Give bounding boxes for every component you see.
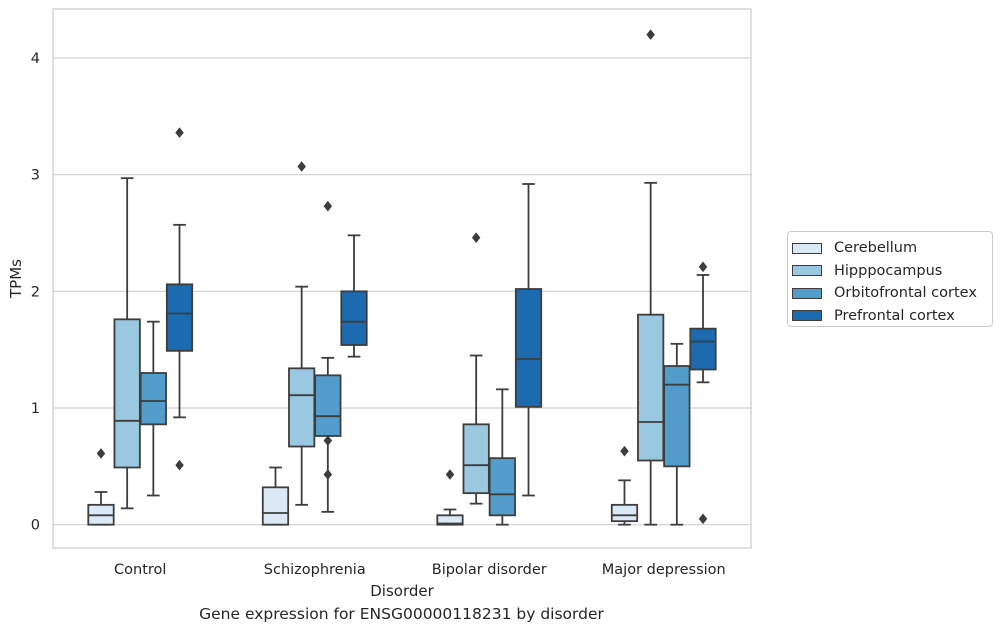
legend: Cerebellum Hipppocampus Orbitofrontal cort… <box>787 231 993 327</box>
box-group <box>288 161 316 506</box>
box-iqr <box>663 365 691 468</box>
y-tick-label: 2 <box>31 284 40 300</box>
legend-swatch <box>792 310 822 322</box>
x-tick-label: Major depression <box>602 562 726 578</box>
legend-label: Orbitofrontal cortex <box>834 285 977 302</box>
y-axis-label: TPMs <box>7 259 25 299</box>
box-group <box>340 234 368 358</box>
outlier-point <box>323 200 333 212</box>
outlier-point <box>646 29 655 41</box>
x-axis-label: Disorder <box>370 582 434 600</box>
box-group <box>165 127 194 471</box>
box-group <box>436 469 464 526</box>
box-iqr <box>165 283 194 352</box>
box-group <box>113 177 141 510</box>
y-tick-label: 1 <box>31 401 40 417</box>
legend-swatch <box>792 287 822 299</box>
box-group <box>261 466 290 526</box>
outlier-point <box>698 261 708 273</box>
box-iqr <box>261 486 290 526</box>
outlier-point <box>698 513 708 525</box>
box-group <box>139 320 167 497</box>
box-group <box>689 261 717 525</box>
outlier-point <box>323 435 333 447</box>
legend-label: Cerebellum <box>834 240 918 257</box>
legend-swatch <box>792 242 822 254</box>
outlier-point <box>175 127 184 139</box>
box-iqr <box>514 288 543 408</box>
box-group <box>514 183 543 497</box>
box-iqr <box>288 367 316 448</box>
box-group <box>314 200 342 513</box>
y-tick-label: 3 <box>31 168 40 184</box>
outlier-point <box>96 448 106 459</box>
outlier-point <box>620 445 629 457</box>
outlier-point <box>323 469 333 480</box>
box-iqr <box>340 290 368 346</box>
x-tick-label: Bipolar disorder <box>432 562 547 578</box>
box-iqr <box>610 503 639 523</box>
y-tick-label: 4 <box>31 51 40 67</box>
box-group <box>663 342 691 526</box>
outlier-point <box>471 232 481 244</box>
y-tick-label: 0 <box>31 518 40 534</box>
legend-item: Cerebellum <box>792 237 992 260</box>
outlier-point <box>297 161 306 172</box>
box-group <box>637 29 665 526</box>
box-group <box>610 445 639 526</box>
box-iqr <box>462 423 490 495</box>
box-iqr <box>637 313 665 462</box>
legend-swatch <box>792 265 822 277</box>
box-iqr <box>689 327 717 371</box>
box-group <box>87 448 115 526</box>
outlier-point <box>445 469 455 480</box>
plot-frame <box>52 8 752 549</box>
box-iqr <box>488 457 516 517</box>
box-iqr <box>314 374 342 437</box>
legend-label: Hipppocampus <box>834 262 943 279</box>
box-iqr <box>139 372 167 426</box>
box-iqr <box>436 514 464 526</box>
legend-item: Prefrontal cortex <box>792 305 992 328</box>
axis-labels: 0 1 2 3 4 Control Schizophrenia Bipolar disorde… <box>31 51 726 578</box>
x-tick-label: Schizophrenia <box>264 562 366 578</box>
box-iqr <box>113 318 141 469</box>
legend-label: Prefrontal cortex <box>834 307 955 324</box>
legend-item: Hipppocampus <box>792 260 992 283</box>
box-layer <box>87 29 717 526</box>
box-group <box>462 232 490 505</box>
outlier-point <box>175 459 184 471</box>
chart-title: Gene expression for ENSG00000118231 by d… <box>199 605 604 623</box>
box-group <box>488 388 516 526</box>
legend-item: Orbitofrontal cortex <box>792 282 992 305</box>
x-tick-label: Control <box>114 562 166 578</box>
